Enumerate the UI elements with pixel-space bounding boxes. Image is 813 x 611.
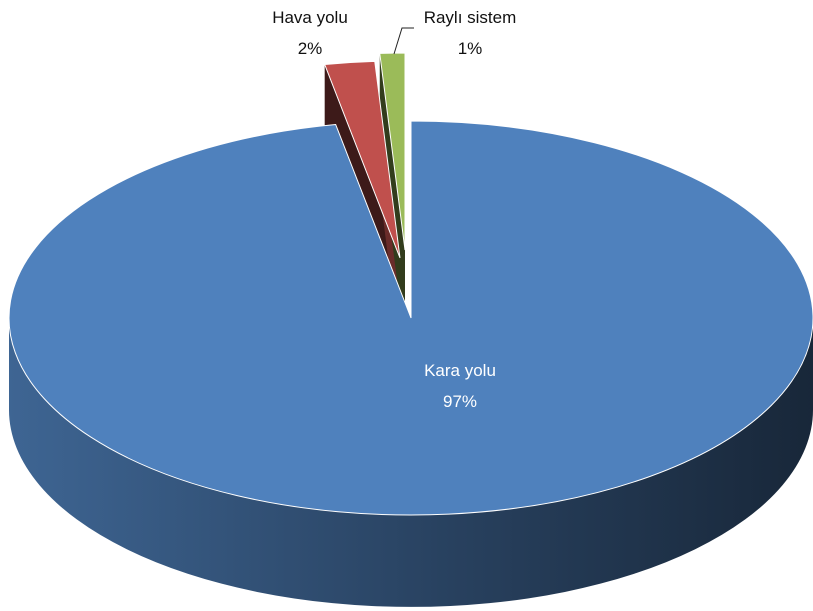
data-label-hava-yolu-name: Hava yolu bbox=[272, 8, 348, 27]
slice-hava-yolu bbox=[323, 60, 401, 259]
slice-rayl-sistem bbox=[379, 52, 406, 251]
slice-kara-yolu bbox=[8, 120, 813, 516]
slice-side-kara-yolu bbox=[9, 318, 813, 607]
data-label-rayl-sistem-name: Raylı sistem bbox=[424, 8, 517, 27]
data-label-kara-yolu-value: 97% bbox=[443, 392, 477, 411]
leader-line-rayli-sistem bbox=[393, 27, 414, 55]
data-label-rayl-sistem-value: 1% bbox=[458, 39, 483, 58]
data-label-kara-yolu-name: Kara yolu bbox=[424, 361, 496, 380]
data-label-hava-yolu-value: 2% bbox=[298, 39, 323, 58]
